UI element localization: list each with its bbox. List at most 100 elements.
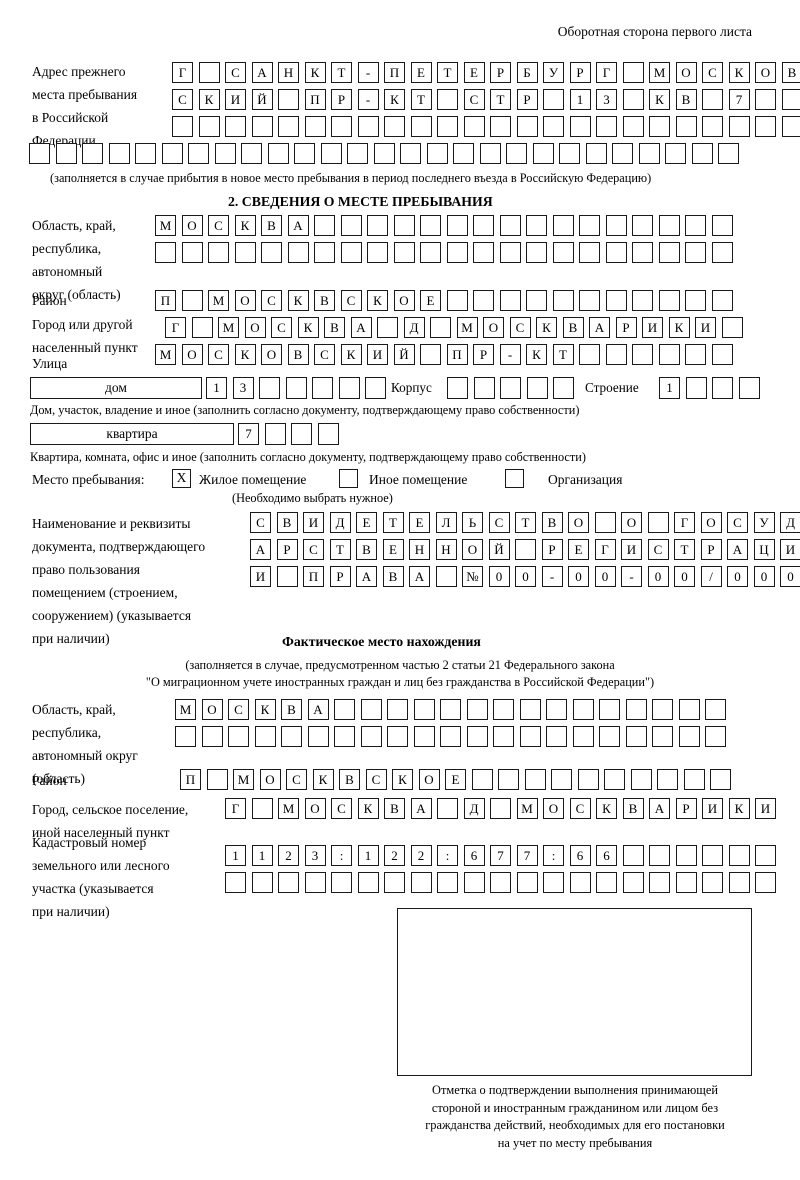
char-cell[interactable]: [393, 242, 415, 263]
char-cell[interactable]: [479, 143, 501, 164]
char-cell[interactable]: К: [728, 798, 750, 819]
char-cell[interactable]: [198, 62, 220, 83]
char-cell[interactable]: [658, 290, 680, 311]
char-cell[interactable]: [447, 377, 468, 399]
char-cell[interactable]: [519, 699, 541, 720]
char-cell[interactable]: П: [303, 566, 324, 587]
char-cell[interactable]: В: [339, 769, 360, 790]
char-cell[interactable]: [29, 143, 50, 164]
char-cell[interactable]: [188, 143, 209, 164]
char-cell[interactable]: Р: [329, 566, 351, 587]
char-cell[interactable]: А: [287, 215, 309, 236]
char-cell[interactable]: [594, 512, 616, 533]
char-cell[interactable]: П: [155, 290, 176, 311]
char-cell[interactable]: [552, 215, 574, 236]
char-cell[interactable]: [108, 143, 130, 164]
char-cell[interactable]: М: [175, 699, 196, 720]
char-cell[interactable]: 1: [206, 377, 227, 399]
char-cell[interactable]: [466, 699, 488, 720]
char-cell[interactable]: С: [228, 699, 249, 720]
char-cell[interactable]: [721, 317, 743, 338]
char-cell[interactable]: [181, 242, 203, 263]
char-cell[interactable]: [569, 116, 591, 137]
char-cell[interactable]: Й: [393, 344, 415, 365]
char-cell[interactable]: [400, 143, 421, 164]
char-cell[interactable]: [334, 726, 355, 747]
char-cell[interactable]: 7: [516, 845, 538, 866]
char-cell[interactable]: [543, 89, 564, 110]
char-cell[interactable]: И: [225, 89, 246, 110]
char-cell[interactable]: [261, 242, 282, 263]
char-cell[interactable]: [499, 242, 521, 263]
char-cell[interactable]: [678, 699, 700, 720]
char-cell[interactable]: Н: [435, 539, 457, 560]
char-cell[interactable]: [367, 215, 388, 236]
char-cell[interactable]: [546, 726, 567, 747]
char-cell[interactable]: [357, 872, 379, 893]
char-cell[interactable]: В: [287, 344, 309, 365]
char-cell[interactable]: 1: [357, 845, 379, 866]
char-cell[interactable]: М: [208, 290, 229, 311]
char-cell[interactable]: Р: [569, 62, 591, 83]
char-cell[interactable]: [367, 242, 388, 263]
char-cell[interactable]: К: [384, 89, 405, 110]
char-cell[interactable]: [579, 215, 600, 236]
char-cell[interactable]: [526, 290, 547, 311]
char-cell[interactable]: Б: [516, 62, 538, 83]
char-cell[interactable]: 1: [569, 89, 591, 110]
char-cell[interactable]: [334, 699, 355, 720]
char-cell[interactable]: К: [340, 344, 362, 365]
char-cell[interactable]: [357, 116, 379, 137]
char-cell[interactable]: [579, 344, 600, 365]
char-cell[interactable]: [685, 290, 706, 311]
char-cell[interactable]: [605, 215, 627, 236]
char-cell[interactable]: [437, 116, 458, 137]
char-cell[interactable]: [304, 116, 326, 137]
char-cell[interactable]: [625, 726, 647, 747]
char-cell[interactable]: [135, 143, 156, 164]
char-cell[interactable]: С: [225, 62, 246, 83]
char-cell[interactable]: О: [418, 769, 440, 790]
char-cell[interactable]: С: [509, 317, 531, 338]
char-cell[interactable]: А: [350, 317, 372, 338]
char-cell[interactable]: О: [675, 62, 697, 83]
char-cell[interactable]: [384, 872, 405, 893]
char-cell[interactable]: С: [208, 344, 229, 365]
char-cell[interactable]: [702, 89, 723, 110]
char-cell[interactable]: [622, 116, 644, 137]
char-cell[interactable]: [340, 215, 362, 236]
char-cell[interactable]: 3: [596, 89, 617, 110]
char-cell[interactable]: [347, 143, 368, 164]
char-cell[interactable]: В: [281, 699, 302, 720]
char-cell[interactable]: [493, 726, 514, 747]
checkbox-residential[interactable]: X: [172, 469, 191, 488]
char-cell[interactable]: [360, 699, 382, 720]
char-cell[interactable]: С: [463, 89, 485, 110]
char-cell[interactable]: [755, 116, 776, 137]
char-cell[interactable]: [685, 344, 706, 365]
char-cell[interactable]: [702, 872, 723, 893]
section2-region-row-2[interactable]: [155, 242, 733, 263]
char-cell[interactable]: [259, 377, 280, 399]
char-cell[interactable]: -: [541, 566, 563, 587]
char-cell[interactable]: [500, 377, 521, 399]
char-cell[interactable]: [658, 242, 680, 263]
char-cell[interactable]: 0: [594, 566, 616, 587]
char-cell[interactable]: М: [155, 215, 176, 236]
char-cell[interactable]: К: [392, 769, 413, 790]
char-cell[interactable]: [304, 872, 326, 893]
char-cell[interactable]: О: [261, 344, 282, 365]
char-cell[interactable]: [437, 89, 458, 110]
char-cell[interactable]: Т: [331, 62, 352, 83]
char-cell[interactable]: [515, 539, 536, 560]
char-cell[interactable]: 0: [647, 566, 669, 587]
char-cell[interactable]: [711, 242, 733, 263]
char-cell[interactable]: [278, 872, 299, 893]
char-cell[interactable]: [622, 845, 644, 866]
char-cell[interactable]: [387, 699, 408, 720]
char-cell[interactable]: О: [755, 62, 776, 83]
char-cell[interactable]: К: [526, 344, 547, 365]
